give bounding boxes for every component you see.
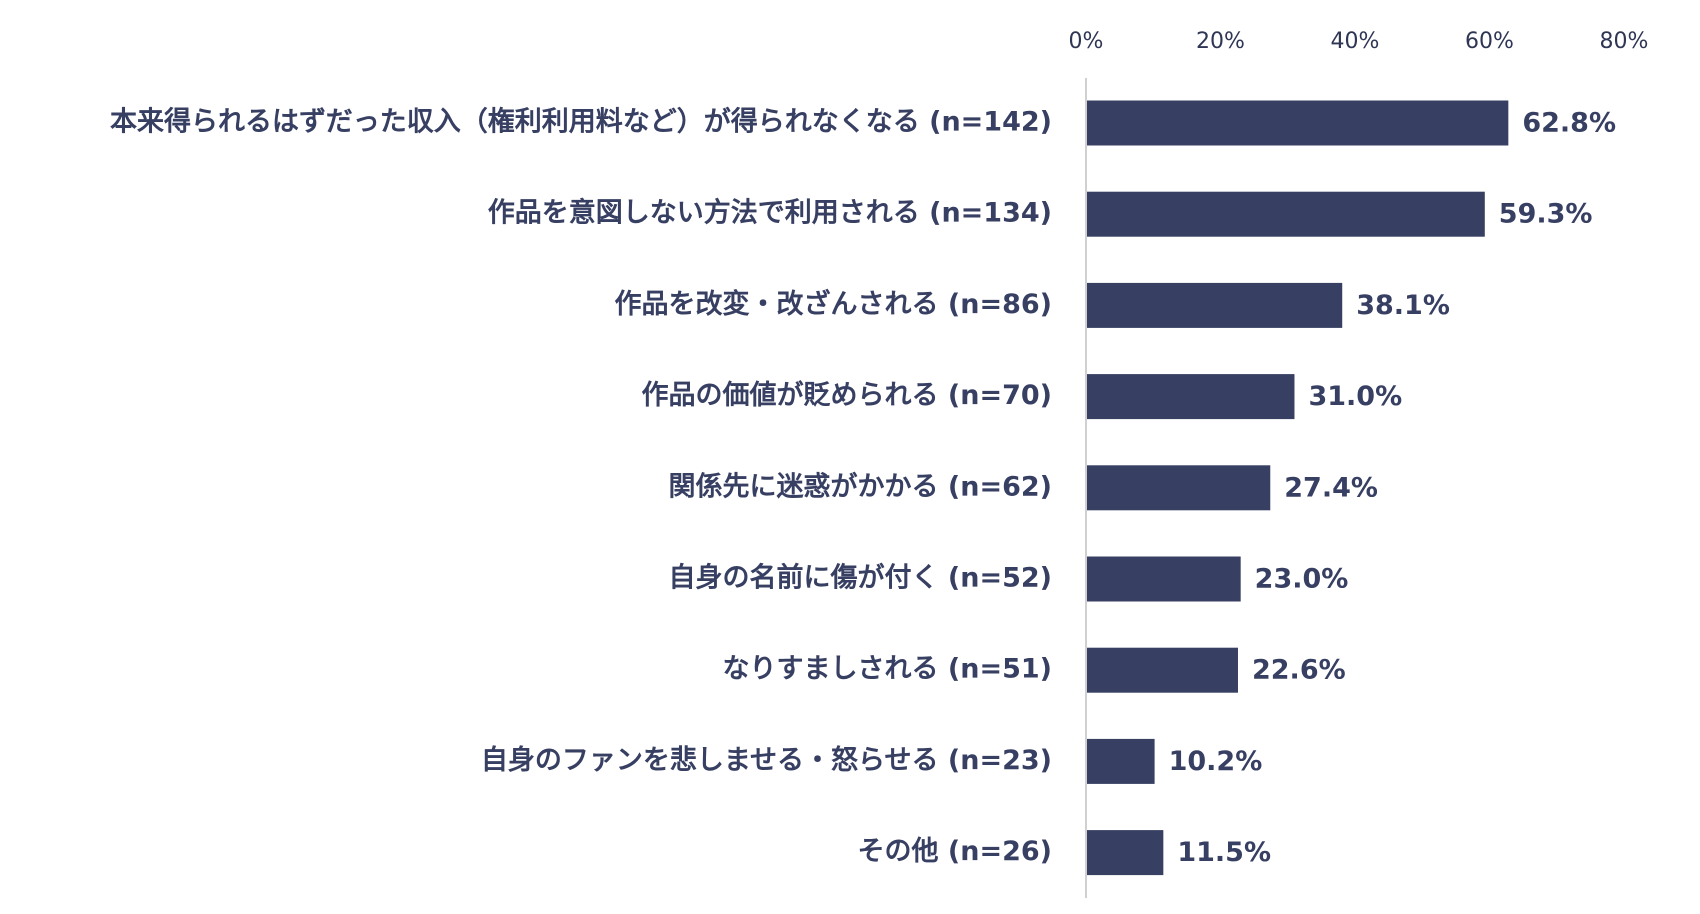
bar — [1087, 282, 1343, 328]
x-tick-label: 40% — [1331, 29, 1380, 54]
value-label: 22.6% — [1252, 655, 1346, 686]
category-label: 作品を改変・改ざんされる (n=86) — [615, 288, 1053, 320]
x-tick-label: 60% — [1465, 29, 1514, 54]
value-label: 59.3% — [1499, 199, 1593, 230]
value-label: 62.8% — [1522, 108, 1616, 139]
value-labels: 62.8% 59.3% 38.1% 31.0% 27.4% 23.0% 22.6% 10.2%… — [1169, 108, 1616, 869]
category-label: なりすましされる (n=51) — [723, 654, 1053, 685]
category-label: 作品を意図しない方法で利用される (n=134) — [488, 197, 1052, 229]
x-tick-label: 20% — [1196, 29, 1245, 54]
x-tick-label: 0% — [1069, 29, 1104, 54]
bar — [1087, 830, 1164, 876]
value-label: 11.5% — [1177, 837, 1271, 868]
category-label: 関係先に迷惑がかかる (n=62) — [669, 470, 1053, 502]
category-labels: 本来得られるはずだった収入（権利利用料など）が得られなくなる (n=142) 作品… — [110, 106, 1052, 868]
x-tick-labels: 0% 20% 40% 60% 80% — [1069, 29, 1649, 54]
bars — [1087, 100, 1509, 876]
bar — [1087, 100, 1509, 146]
value-label: 31.0% — [1308, 381, 1402, 412]
category-label: 本来得られるはずだった収入（権利利用料など）が得られなくなる (n=142) — [110, 106, 1052, 138]
category-label: その他 (n=26) — [858, 836, 1053, 867]
bar — [1087, 556, 1241, 602]
bar — [1087, 647, 1238, 693]
bar — [1087, 465, 1271, 511]
category-label: 作品の価値が貶められる (n=70) — [642, 379, 1053, 411]
category-label: 自身の名前に傷が付く (n=52) — [669, 562, 1053, 594]
category-label: 自身のファンを悲しませる・怒らせる (n=23) — [481, 744, 1052, 776]
bar — [1087, 191, 1485, 237]
bar — [1087, 738, 1155, 784]
x-tick-label: 80% — [1600, 29, 1649, 54]
value-label: 10.2% — [1169, 746, 1263, 777]
value-label: 23.0% — [1255, 564, 1349, 595]
bar — [1087, 374, 1295, 420]
value-label: 27.4% — [1284, 472, 1378, 503]
value-label: 38.1% — [1356, 290, 1450, 321]
